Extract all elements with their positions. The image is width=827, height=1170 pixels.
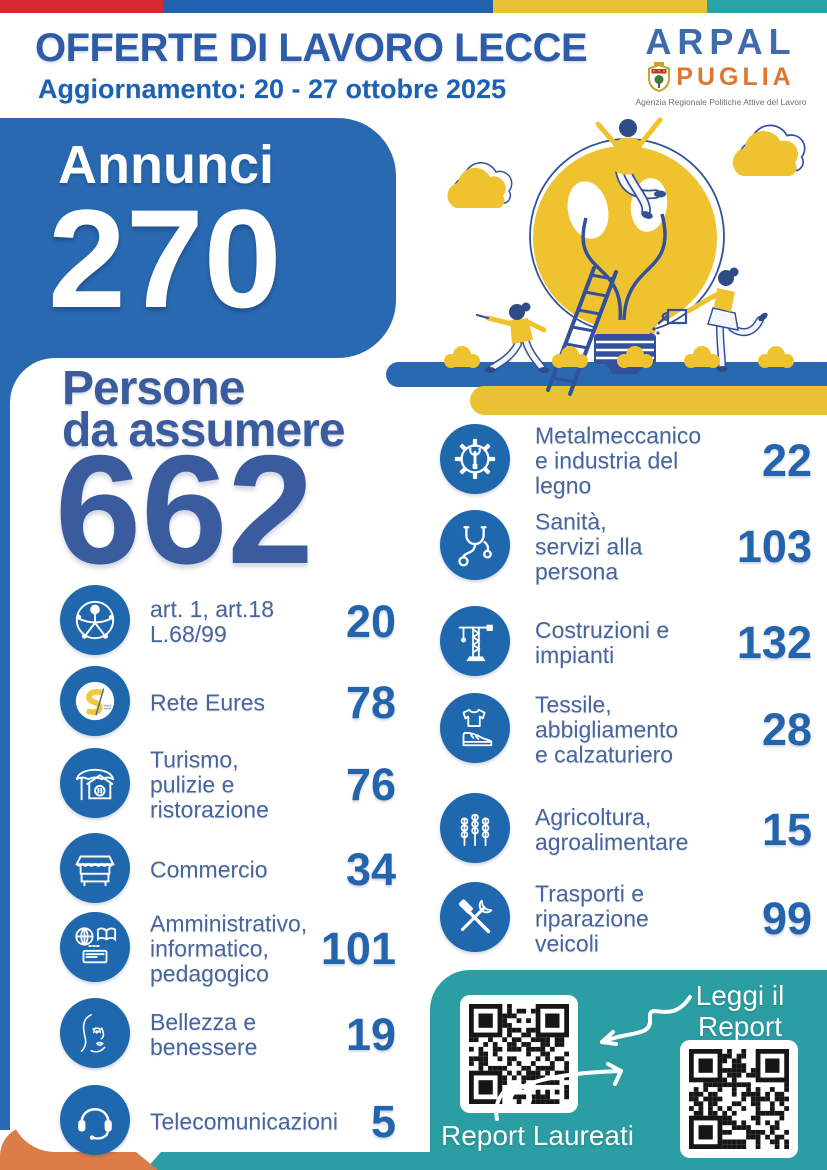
sector-label: Bellezza e benessere — [150, 1009, 258, 1060]
headset-icon-circle — [60, 1085, 130, 1155]
curly-arrow-icon — [600, 995, 692, 1046]
bush-icon — [444, 346, 794, 368]
report-laureati-label: Report Laureati — [440, 1120, 634, 1151]
annunci-counter-box: Annunci 270 — [0, 118, 396, 358]
sector-label: Trasporti e riparazione veicoli — [535, 880, 649, 957]
umbrella-house-icon-circle — [60, 748, 130, 818]
woman-left — [475, 302, 550, 373]
puglia-crest-icon — [648, 62, 671, 92]
person-on-bulb — [595, 117, 666, 219]
report-link-label: Leggi il Report — [695, 980, 785, 1042]
strip-red — [0, 0, 163, 13]
annunci-label: Annunci — [58, 135, 274, 195]
sector-value: 5 — [370, 1096, 396, 1147]
sector-label: Rete Eures — [150, 689, 266, 716]
woman-right-watering — [649, 267, 768, 372]
sector-item: Metalmeccanico e industria del legno 22 — [440, 422, 812, 500]
sector-value: 76 — [345, 759, 396, 810]
market-stall-icon-circle — [60, 833, 130, 903]
sector-value: 22 — [761, 435, 812, 486]
sector-item: Agricoltura, agroalimentare 15 — [440, 793, 812, 869]
sector-value: 103 — [736, 521, 812, 572]
yellow-ribbon — [470, 386, 827, 415]
sector-item: Tessile, abbigliamento e calzaturiero 28 — [440, 691, 812, 769]
page-title: OFFERTE DI LAVORO LECCE — [35, 26, 588, 70]
sector-label: Metalmeccanico e industria del legno — [535, 422, 702, 499]
globe-book-icon-circle — [60, 912, 130, 982]
cloud-icon — [732, 124, 806, 176]
gear-wrench-icon — [452, 436, 498, 482]
strip-teal — [707, 0, 827, 13]
hammer-wrench-icon — [452, 894, 498, 940]
left-edge-strip — [0, 358, 10, 1130]
sector-label: Commercio — [150, 856, 268, 883]
arpal-puglia-logo: ARPAL PUGLIA Agenzia Regionale Politiche… — [621, 21, 821, 108]
sector-value: 20 — [345, 596, 396, 647]
sector-item: Costruzioni e impianti 132 — [440, 606, 812, 682]
persone-count: 662 — [55, 423, 314, 596]
sector-label: Turismo, pulizie e ristorazione — [150, 746, 269, 823]
sector-label: art. 1, art.18 L.68/99 — [150, 596, 275, 647]
sector-item: Bellezza e benessere 19 — [60, 998, 396, 1074]
sector-value: 132 — [736, 617, 812, 668]
sector-value: 78 — [345, 677, 396, 728]
hammer-wrench-icon-circle — [440, 882, 510, 952]
sector-item: Telecomunicazioni 5 — [60, 1085, 396, 1161]
arpal-wordmark: ARPAL — [645, 21, 797, 62]
sector-label: Agricoltura, agroalimentare — [535, 804, 689, 855]
sector-label: Sanità, servizi alla persona — [535, 508, 643, 585]
sector-item: Amministrativo, informatico, pedagogico … — [60, 910, 396, 988]
sector-item: Rete Eures 78 — [60, 666, 396, 742]
sector-value: 28 — [761, 704, 812, 755]
qr-code-laureati — [680, 1040, 798, 1158]
sector-label: Costruzioni e impianti — [535, 617, 670, 668]
wheat-icon-circle — [440, 793, 510, 863]
stethoscope-icon-circle — [440, 510, 510, 580]
sector-item: Turismo, pulizie e ristorazione 76 — [60, 746, 396, 824]
lightbulb-teamwork-illustration — [444, 117, 806, 396]
sector-label: Telecomunicazioni — [150, 1108, 338, 1135]
sector-item: Commercio 34 — [60, 833, 396, 909]
strip-blue — [163, 0, 493, 13]
sector-label: Tessile, abbigliamento e calzaturiero — [535, 691, 679, 768]
top-color-strip — [0, 0, 827, 13]
sector-value: 99 — [761, 893, 812, 944]
sector-value: 19 — [345, 1009, 396, 1060]
update-period: Aggiornamento: 20 - 27 ottobre 2025 — [38, 74, 507, 104]
stethoscope-icon — [452, 522, 498, 568]
sector-item: Trasporti e riparazione veicoli 99 — [440, 880, 812, 958]
annunci-count: 270 — [48, 180, 282, 337]
watering-can-icon — [657, 308, 688, 325]
strip-yellow — [493, 0, 707, 13]
gear-wrench-icon-circle — [440, 424, 510, 494]
persone-label: Persone da assumere — [62, 362, 346, 457]
sector-value: 101 — [320, 923, 396, 974]
tshirt-shoe-icon-circle — [440, 693, 510, 763]
puglia-wordmark: PUGLIA — [676, 62, 795, 91]
crane-icon — [452, 618, 498, 664]
eures-logo-icon-circle — [60, 666, 130, 736]
qr-code-report — [460, 995, 578, 1113]
curly-arrow-icon — [494, 1062, 623, 1121]
crane-icon-circle — [440, 606, 510, 676]
cloud-icon — [447, 162, 513, 208]
face-icon-circle — [60, 998, 130, 1068]
sector-value: 34 — [345, 844, 396, 895]
wheat-icon — [452, 805, 498, 851]
report-links-box: Leggi il Report Report Laureati — [430, 970, 827, 1170]
tshirt-shoe-icon — [452, 705, 498, 751]
sector-value: 15 — [761, 804, 812, 855]
sector-label: Amministrativo, informatico, pedagogico — [150, 910, 308, 987]
sector-item: Sanità, servizi alla persona 103 — [440, 508, 812, 586]
logo-tagline: Agenzia Regionale Politiche Attive del L… — [635, 97, 807, 107]
sector-item: art. 1, art.18 L.68/99 20 — [60, 585, 396, 661]
accessibility-icon-circle — [60, 585, 130, 655]
